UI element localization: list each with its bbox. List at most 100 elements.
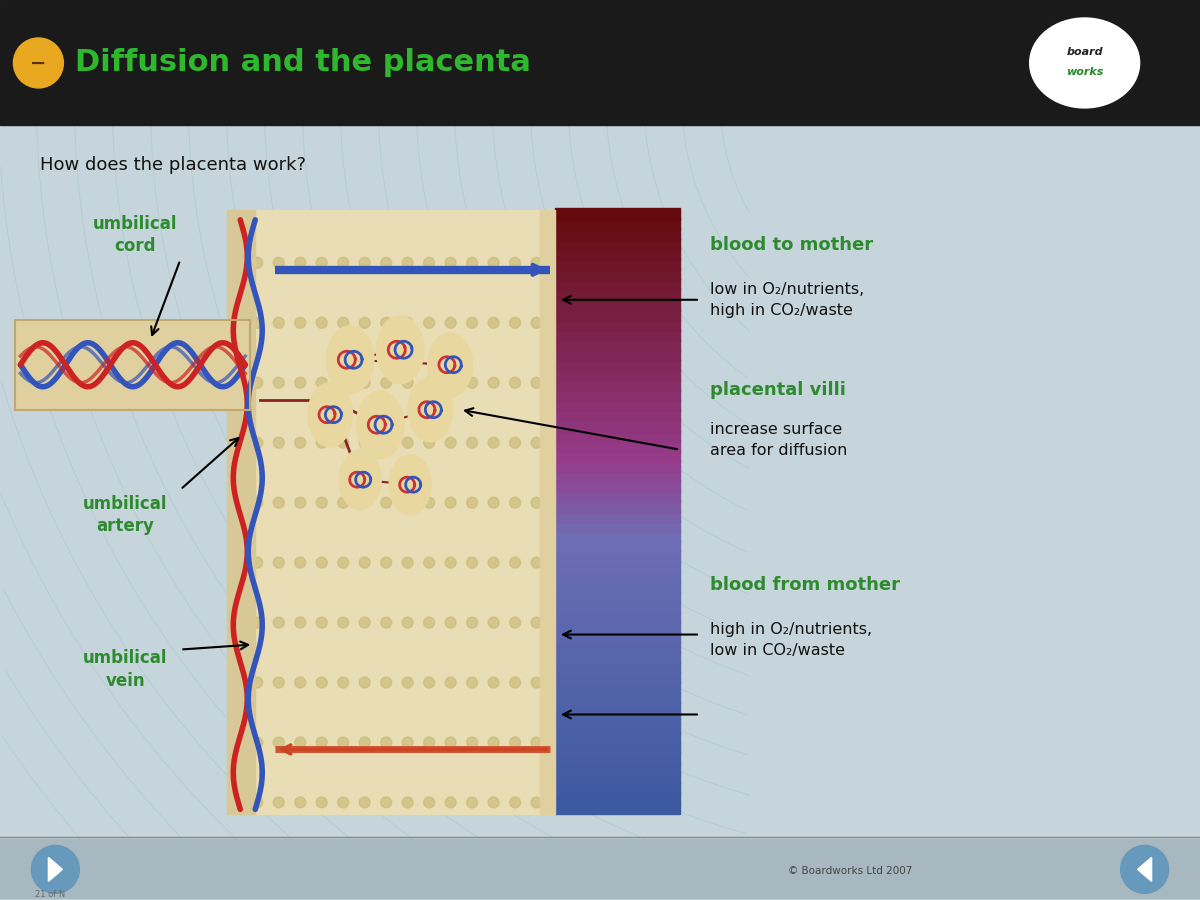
- Bar: [556, 450, 680, 462]
- Circle shape: [488, 497, 499, 508]
- Circle shape: [337, 617, 349, 628]
- Circle shape: [467, 677, 478, 688]
- Bar: [556, 802, 680, 814]
- Circle shape: [532, 796, 542, 808]
- Text: blood to mother: blood to mother: [710, 236, 874, 254]
- Circle shape: [488, 677, 499, 688]
- Bar: [556, 792, 680, 805]
- Bar: [556, 268, 680, 281]
- Circle shape: [488, 377, 499, 388]
- Circle shape: [359, 677, 370, 688]
- Text: −: −: [30, 53, 47, 73]
- Bar: [556, 248, 680, 260]
- Circle shape: [13, 38, 64, 88]
- Bar: [556, 328, 680, 341]
- Circle shape: [402, 677, 413, 688]
- Bar: [556, 510, 680, 522]
- Bar: [556, 652, 680, 663]
- Circle shape: [467, 737, 478, 748]
- Circle shape: [317, 677, 328, 688]
- Circle shape: [510, 796, 521, 808]
- Circle shape: [359, 377, 370, 388]
- Polygon shape: [408, 378, 452, 442]
- Bar: [540, 210, 556, 815]
- Circle shape: [532, 497, 542, 508]
- Bar: [556, 712, 680, 724]
- Circle shape: [488, 257, 499, 268]
- Circle shape: [510, 437, 521, 448]
- Polygon shape: [326, 326, 374, 393]
- Circle shape: [252, 737, 263, 748]
- Circle shape: [467, 377, 478, 388]
- Circle shape: [359, 257, 370, 268]
- Bar: [556, 278, 680, 291]
- Bar: [556, 389, 680, 401]
- Circle shape: [510, 377, 521, 388]
- Circle shape: [488, 557, 499, 568]
- Circle shape: [532, 257, 542, 268]
- Circle shape: [274, 257, 284, 268]
- Circle shape: [359, 437, 370, 448]
- Circle shape: [380, 796, 391, 808]
- Ellipse shape: [1030, 18, 1140, 108]
- Circle shape: [445, 557, 456, 568]
- Circle shape: [445, 737, 456, 748]
- Circle shape: [467, 497, 478, 508]
- Circle shape: [467, 437, 478, 448]
- Circle shape: [274, 437, 284, 448]
- Text: increase surface
area for diffusion: increase surface area for diffusion: [710, 422, 847, 458]
- Circle shape: [295, 617, 306, 628]
- Circle shape: [295, 377, 306, 388]
- Text: Diffusion and the placenta: Diffusion and the placenta: [76, 49, 532, 77]
- Bar: [227, 210, 256, 815]
- Polygon shape: [340, 450, 382, 509]
- Text: umbilical
cord: umbilical cord: [94, 215, 178, 255]
- Circle shape: [252, 677, 263, 688]
- Circle shape: [31, 845, 79, 894]
- Circle shape: [252, 437, 263, 448]
- Bar: [556, 319, 680, 331]
- Circle shape: [252, 497, 263, 508]
- Bar: [556, 732, 680, 744]
- Circle shape: [402, 557, 413, 568]
- Bar: [556, 520, 680, 532]
- Circle shape: [359, 497, 370, 508]
- Bar: [556, 601, 680, 613]
- Bar: [556, 752, 680, 764]
- Circle shape: [295, 257, 306, 268]
- Circle shape: [380, 318, 391, 328]
- Circle shape: [380, 257, 391, 268]
- Polygon shape: [1138, 858, 1152, 881]
- Circle shape: [467, 257, 478, 268]
- Circle shape: [317, 737, 328, 748]
- Circle shape: [445, 377, 456, 388]
- Circle shape: [295, 318, 306, 328]
- Bar: [556, 338, 680, 351]
- Circle shape: [424, 257, 434, 268]
- Circle shape: [532, 677, 542, 688]
- Bar: [556, 289, 680, 301]
- Circle shape: [295, 557, 306, 568]
- Circle shape: [467, 617, 478, 628]
- Text: How does the placenta work?: How does the placenta work?: [41, 156, 306, 174]
- Circle shape: [252, 796, 263, 808]
- Circle shape: [337, 677, 349, 688]
- Circle shape: [317, 257, 328, 268]
- Circle shape: [359, 737, 370, 748]
- Circle shape: [252, 617, 263, 628]
- Bar: [556, 208, 680, 220]
- Polygon shape: [48, 858, 62, 881]
- Circle shape: [274, 677, 284, 688]
- Bar: [556, 309, 680, 320]
- Circle shape: [252, 557, 263, 568]
- Circle shape: [510, 737, 521, 748]
- Circle shape: [274, 796, 284, 808]
- Bar: [16, 320, 251, 410]
- Circle shape: [445, 677, 456, 688]
- Circle shape: [252, 257, 263, 268]
- Circle shape: [295, 677, 306, 688]
- Text: high in O₂/nutrients,
low in CO₂/waste: high in O₂/nutrients, low in CO₂/waste: [710, 622, 872, 658]
- Text: placental villi: placental villi: [710, 381, 846, 399]
- Polygon shape: [356, 391, 404, 459]
- Text: blood from mother: blood from mother: [710, 576, 900, 594]
